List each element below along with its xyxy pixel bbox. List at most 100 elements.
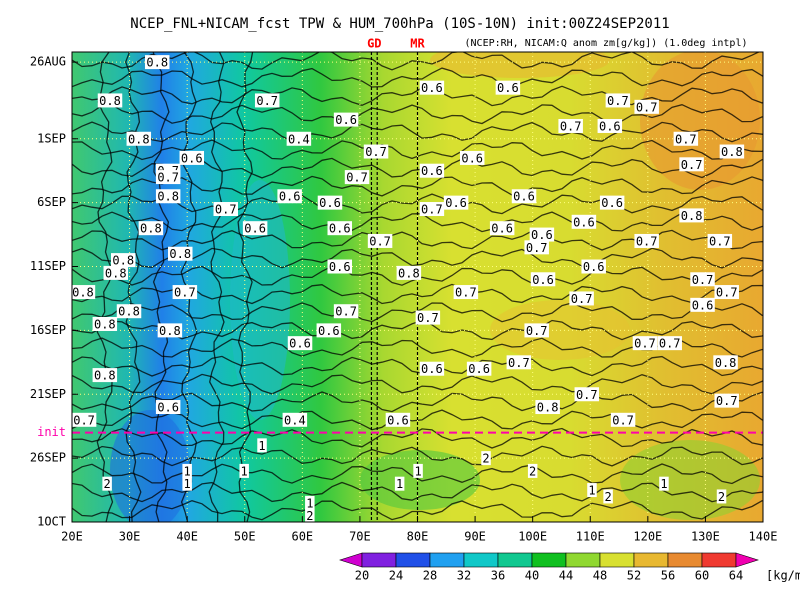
contour-label-box [657, 336, 682, 351]
contour-label-box [603, 489, 613, 504]
colorbar-box [497, 552, 533, 568]
colorbar-box [429, 552, 465, 568]
contour-label-box [239, 463, 249, 478]
contour-label-box [530, 272, 556, 287]
contour-label-box [126, 131, 152, 146]
contour-label: 0.7 [369, 234, 391, 248]
contour-label-box [316, 323, 342, 338]
contour-label: 0.7 [417, 311, 439, 325]
colorbar-label: 48 [593, 569, 607, 583]
contour-label: 1 [396, 477, 403, 491]
contour-label: 0.6 [421, 362, 443, 376]
contour-label: 1 [241, 464, 248, 478]
contour-label: 0.7 [455, 286, 477, 300]
colorbar-box [701, 552, 737, 568]
colorbar-box [463, 552, 499, 568]
contour-label-box [182, 463, 192, 478]
contour-label-box [138, 221, 164, 236]
x-tick-label: 40E [176, 530, 198, 544]
contour-label-box [344, 170, 370, 185]
contour-label-box [71, 412, 97, 427]
contour-line [72, 139, 763, 161]
contour-label-box [419, 80, 445, 95]
contour-label: 0.6 [421, 81, 443, 95]
contour-label: 0.7 [607, 94, 629, 108]
contour-label-box [396, 265, 422, 280]
reference-label: GD [367, 37, 381, 51]
contour-label: 0.8 [537, 401, 559, 415]
contour-label: 0.6 [491, 222, 513, 236]
contour-label-box [333, 304, 359, 319]
contour-label-box [679, 208, 704, 223]
contour-label-box [103, 265, 129, 280]
contour-label-box [213, 202, 238, 217]
contour-line [96, 52, 114, 522]
field-patch [110, 410, 190, 522]
contour-label: 0.6 [445, 196, 467, 210]
contour-label: 0.8 [715, 356, 737, 370]
contour-label: 0.6 [387, 413, 409, 427]
contour-label: 0.6 [513, 190, 535, 204]
contour-label-box [327, 259, 353, 274]
contour-label: 2 [104, 477, 111, 491]
contour-label-box [716, 489, 727, 504]
colorbar-box [599, 552, 635, 568]
contour-label-box [443, 195, 469, 210]
contour-label: 0.7 [636, 234, 658, 248]
x-tick-label: 120E [633, 530, 662, 544]
plot-frame [71, 51, 764, 523]
contour-label: 0.7 [692, 273, 714, 287]
contour-label: 0.7 [526, 241, 548, 255]
contour-label-box [168, 246, 193, 261]
contour-line [72, 445, 763, 467]
contour-label-box [713, 355, 738, 370]
contour-label-box [327, 221, 353, 236]
reference-label: MR [410, 37, 425, 51]
contour-label: 0.8 [128, 132, 150, 146]
contour-label-box [155, 189, 181, 204]
contour-label: 0.7 [659, 337, 681, 351]
chart-subtitle: (NCEP:RH, NICAM:Q anom zm[g/kg]) (1.0deg… [465, 38, 748, 49]
contour-label: 1 [588, 484, 595, 498]
contour-label: 0.7 [716, 394, 738, 408]
contour-label: 2 [718, 490, 725, 504]
colorbar-label: 28 [423, 569, 437, 583]
contour-line [72, 67, 763, 88]
colorbar-label: 24 [389, 569, 403, 583]
contour-label-box [92, 316, 118, 331]
contour-label: 0.4 [288, 132, 310, 146]
contour-label: 1 [184, 464, 191, 478]
contour-label: 0.6 [157, 401, 179, 415]
contour-label: 1 [414, 464, 421, 478]
contour-label: 0.8 [94, 369, 116, 383]
contour-label: 0.6 [329, 222, 351, 236]
contour-label: 0.6 [573, 215, 595, 229]
contour-label: 0.7 [508, 356, 530, 370]
contour-label: 0.7 [73, 413, 95, 427]
contour-label: 0.6 [497, 81, 519, 95]
contour-label: 0.7 [675, 132, 697, 146]
contour-line [208, 52, 225, 522]
contour-label-box [172, 285, 198, 300]
contour-label: 0.7 [157, 171, 179, 185]
contour-label-box [179, 150, 205, 165]
init-label: init [37, 425, 66, 439]
contour-label: 2 [604, 490, 611, 504]
contour-label-box [116, 304, 142, 319]
contour-label-box [679, 157, 704, 172]
x-tick-label: 80E [407, 530, 429, 544]
contour-line [152, 52, 170, 522]
contour-label-box [155, 400, 181, 415]
contour-label: 0.7 [335, 305, 357, 319]
colorbar-label: 40 [525, 569, 539, 583]
contour-label-box [385, 412, 411, 427]
contour-label: 0.8 [140, 222, 162, 236]
contour-label: 0.7 [560, 119, 582, 133]
colorbar-label: 52 [627, 569, 641, 583]
colorbar-label: 44 [559, 569, 573, 583]
colorbar-label: 36 [491, 569, 505, 583]
contours [72, 52, 763, 522]
contour-label-box [529, 227, 555, 242]
contour-line [72, 302, 763, 323]
